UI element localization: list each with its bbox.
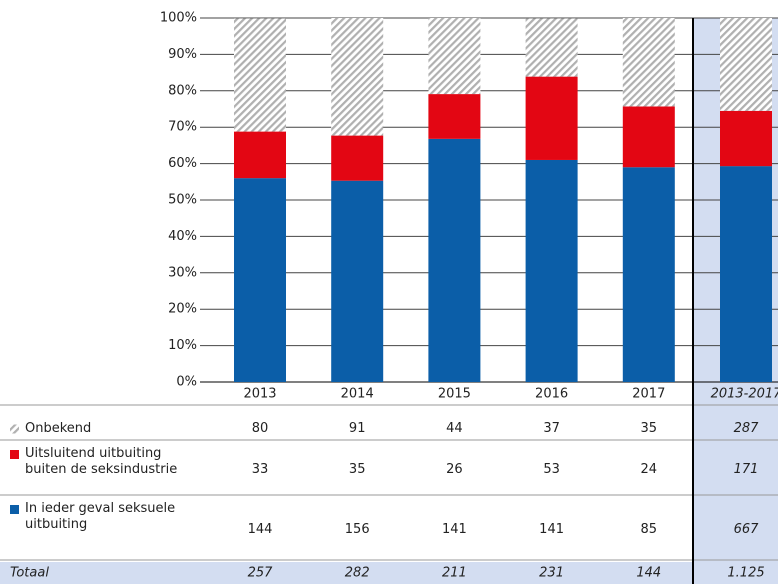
table-value: 171 xyxy=(734,462,759,477)
total-value: 144 xyxy=(636,566,661,581)
x-tick-label: 2014 xyxy=(341,387,374,402)
y-tick-label: 80% xyxy=(168,83,197,98)
bar-segment xyxy=(234,131,286,179)
table-value: 141 xyxy=(539,522,564,537)
x-tick-label: 2013 xyxy=(243,387,276,402)
table-value: 141 xyxy=(442,522,467,537)
total-value: 231 xyxy=(539,566,564,581)
table-value: 26 xyxy=(446,462,463,477)
bar-segment xyxy=(428,18,481,95)
bar-segment xyxy=(720,110,772,167)
bar-segment xyxy=(331,180,384,382)
y-tick-label: 90% xyxy=(168,47,197,62)
table-value: 80 xyxy=(252,421,269,436)
table-value: 287 xyxy=(734,421,760,436)
legend-label: Onbekend xyxy=(25,420,92,436)
bar-segment xyxy=(331,135,384,181)
bar-segment xyxy=(428,94,481,139)
legend-icon xyxy=(10,450,19,459)
bar-segment xyxy=(622,18,675,107)
y-tick-label: 60% xyxy=(168,156,197,171)
bar-segment xyxy=(720,166,772,382)
table-value: 44 xyxy=(446,421,463,436)
bar-segment xyxy=(525,76,578,160)
legend-label: In ieder geval seksuele uitbuiting xyxy=(25,501,176,532)
bar-segment xyxy=(720,18,772,111)
table-value: 35 xyxy=(349,462,366,477)
y-tick-label: 30% xyxy=(168,265,197,280)
table-value: 156 xyxy=(345,522,370,537)
table-value: 33 xyxy=(252,462,269,477)
y-tick-label: 0% xyxy=(176,375,197,390)
bar-segment xyxy=(622,167,675,382)
table-value: 91 xyxy=(349,421,366,436)
x-tick-label: 2016 xyxy=(535,387,568,402)
table-value: 144 xyxy=(248,522,273,537)
bar-segment xyxy=(428,138,481,382)
y-tick-label: 50% xyxy=(168,193,197,208)
table-value: 85 xyxy=(641,522,658,537)
x-tick-label: 2015 xyxy=(438,387,471,402)
total-value: 211 xyxy=(442,566,467,581)
x-tick-label: 2013-2017 xyxy=(711,387,778,402)
legend-icon xyxy=(10,505,19,514)
bar-segment xyxy=(234,178,286,382)
total-row-bg xyxy=(0,562,778,584)
y-tick-label: 40% xyxy=(168,229,197,244)
y-tick-label: 10% xyxy=(168,338,197,353)
total-value: 257 xyxy=(248,566,274,581)
bar-segment xyxy=(525,18,578,77)
total-value: 1.125 xyxy=(727,566,764,581)
table-value: 53 xyxy=(543,462,560,477)
total-label: Totaal xyxy=(10,566,49,581)
legend-label: Uitsluitend uitbuiting buiten de seksind… xyxy=(25,446,178,477)
y-tick-label: 70% xyxy=(168,120,197,135)
x-tick-label: 2017 xyxy=(632,387,665,402)
table-value: 35 xyxy=(641,421,658,436)
bar-segment xyxy=(331,18,384,136)
bar-segment xyxy=(525,159,578,382)
table-value: 24 xyxy=(641,462,658,477)
y-tick-label: 20% xyxy=(168,302,197,317)
y-tick-label: 100% xyxy=(160,11,197,26)
legend-icon xyxy=(10,424,19,434)
table-value: 37 xyxy=(543,421,560,436)
bar-segment xyxy=(622,106,675,168)
total-value: 282 xyxy=(345,566,370,581)
bar-segment xyxy=(234,18,286,132)
table-value: 667 xyxy=(734,522,760,537)
